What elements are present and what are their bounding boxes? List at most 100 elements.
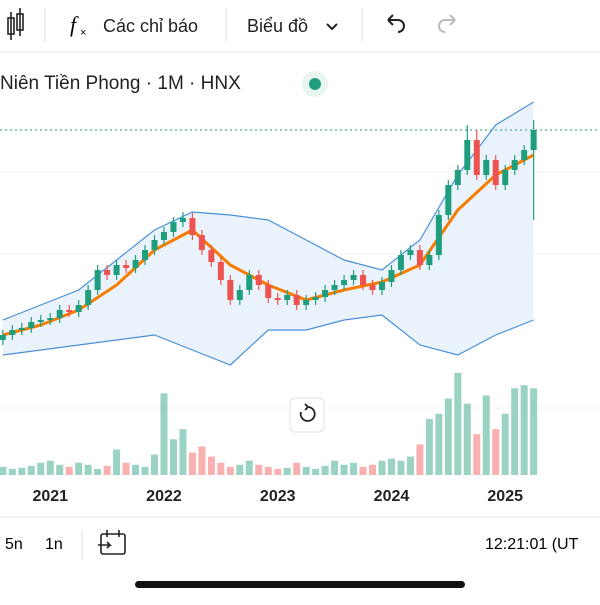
x-tick-label: 2024 xyxy=(374,488,410,505)
volume-bar xyxy=(473,434,481,475)
volume-bar xyxy=(425,418,433,475)
volume-bar xyxy=(511,388,519,475)
volume-bar xyxy=(482,395,490,475)
volume-bar xyxy=(18,467,26,475)
volume-bar xyxy=(236,464,244,475)
volume-bar xyxy=(501,413,509,475)
candle-body xyxy=(388,270,395,282)
volume-bar xyxy=(340,464,348,475)
candle-body xyxy=(255,275,262,285)
candle-body xyxy=(56,310,63,318)
volume-bar xyxy=(416,444,424,475)
status-dot xyxy=(309,78,321,90)
volume-bar xyxy=(350,462,358,475)
candle-body xyxy=(426,255,433,265)
volume-bar xyxy=(217,462,225,475)
volume-bar xyxy=(37,462,45,475)
candle-icon[interactable] xyxy=(7,8,24,40)
home-indicator xyxy=(135,581,465,588)
candle-body xyxy=(28,322,35,328)
candle-body xyxy=(397,255,404,270)
candle-body xyxy=(142,250,149,260)
candle-body xyxy=(331,285,338,290)
volume-bar xyxy=(198,446,206,475)
volume-bar xyxy=(122,462,130,475)
volume-bar xyxy=(378,460,386,475)
volume-bar xyxy=(179,429,187,475)
redo-icon[interactable] xyxy=(438,14,456,33)
reset-button[interactable] xyxy=(289,397,325,433)
candle-body xyxy=(360,275,367,285)
candle-body xyxy=(407,250,414,255)
candle-body xyxy=(303,300,310,305)
volume-bar xyxy=(302,466,310,475)
volume-bar xyxy=(387,458,395,475)
candle-body xyxy=(483,160,490,175)
candle-body xyxy=(454,170,461,185)
candle-body xyxy=(265,285,272,298)
toolbar: f × Các chỉ báo Biểu đồ xyxy=(0,8,600,53)
candle-body xyxy=(369,285,376,290)
volume-bar xyxy=(463,403,471,475)
volume-bar xyxy=(151,454,159,475)
volume-bar xyxy=(160,393,168,475)
candle-body xyxy=(208,250,215,262)
x-tick-label: 2023 xyxy=(260,488,296,505)
candle-body xyxy=(293,295,300,305)
volume-bar xyxy=(520,385,528,475)
candle-body xyxy=(217,262,224,280)
volume-bar xyxy=(397,460,405,475)
candle-body xyxy=(435,215,442,255)
volume-bar xyxy=(444,398,452,475)
candle-body xyxy=(18,328,25,330)
x-tick-label: 2025 xyxy=(487,488,523,505)
candle-body xyxy=(132,260,139,268)
goto-date-icon[interactable] xyxy=(98,530,126,555)
volume-bar xyxy=(369,464,377,475)
volume-bar xyxy=(293,462,301,475)
volume-bar xyxy=(56,464,64,475)
volume-bar xyxy=(27,465,35,475)
candle-body xyxy=(416,250,423,265)
candle-body xyxy=(227,280,234,300)
dropdown-icon xyxy=(326,23,338,31)
candle-body xyxy=(104,270,111,275)
range-button[interactable]: 5n xyxy=(5,536,23,553)
volume-bar xyxy=(264,466,272,475)
volume-bar xyxy=(0,466,7,475)
indicators-button[interactable]: Các chỉ báo xyxy=(103,16,198,36)
symbol-title: Niên Tiền Phong · 1M · HNX xyxy=(0,73,241,94)
range-button[interactable]: 1n xyxy=(45,536,63,553)
fx-icon: × xyxy=(80,27,86,39)
band-fill xyxy=(2,102,534,365)
volume-bar xyxy=(321,465,329,475)
volume-bar xyxy=(188,452,196,475)
candle-body xyxy=(179,218,186,222)
volume-bar xyxy=(274,468,282,475)
candle-body xyxy=(47,318,54,320)
candle-body xyxy=(341,280,348,285)
candle-body xyxy=(530,130,537,150)
candle-body xyxy=(511,160,518,170)
fx-icon[interactable]: f xyxy=(70,12,79,37)
candle-body xyxy=(350,275,357,280)
chart-button[interactable]: Biểu đồ xyxy=(247,16,308,36)
volume-bar xyxy=(103,465,111,475)
volume-bar xyxy=(492,429,500,475)
upper-band xyxy=(2,101,534,321)
candle-body xyxy=(66,310,73,312)
candle-body xyxy=(322,290,329,297)
candle-body xyxy=(502,170,509,185)
candle-body xyxy=(151,240,158,250)
candle-body xyxy=(113,265,120,275)
candle-body xyxy=(492,160,499,185)
volume-bar xyxy=(65,466,73,475)
candle-body xyxy=(464,140,471,170)
candle-body xyxy=(236,290,243,300)
candle-body xyxy=(94,270,101,290)
volume-bar xyxy=(132,464,140,475)
undo-icon[interactable] xyxy=(387,14,405,33)
volume-bar xyxy=(207,456,215,475)
